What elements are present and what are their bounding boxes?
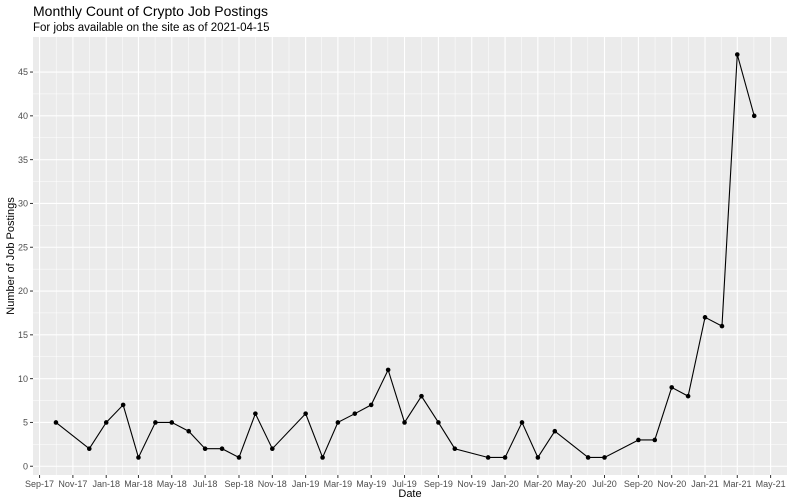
x-tick-label: May-18 — [157, 479, 187, 489]
data-point — [652, 437, 658, 443]
x-tick-label: Sep-18 — [224, 479, 253, 489]
x-tick-label: Jul-18 — [193, 479, 218, 489]
x-tick-label: Jul-19 — [392, 479, 417, 489]
y-axis-title: Number of Job Postings — [5, 197, 17, 315]
data-point — [452, 446, 458, 452]
y-tick-label: 45 — [18, 67, 28, 77]
major-gridlines — [33, 37, 787, 475]
data-point — [219, 446, 225, 452]
data-point — [502, 455, 508, 460]
data-point — [485, 455, 491, 460]
minor-gridlines — [33, 37, 787, 475]
data-point — [419, 393, 424, 399]
x-tick-label: Jul-20 — [592, 479, 617, 489]
data-points — [53, 52, 757, 460]
data-point — [702, 315, 708, 320]
data-point — [585, 455, 591, 460]
data-point — [552, 428, 558, 434]
data-point — [120, 402, 126, 408]
y-tick-label: 30 — [18, 199, 28, 209]
x-tick-label: Nov-18 — [258, 479, 287, 489]
y-axis: 0 5 10 15 20 25 30 35 40 45 — [18, 67, 33, 471]
data-point — [335, 420, 341, 425]
data-point — [734, 52, 740, 57]
x-tick-label: Jan-21 — [691, 479, 719, 489]
x-axis: Sep-17 Nov-17 Jan-18 Mar-18 May-18 Jul-18 Sep-… — [25, 475, 786, 489]
x-tick-label: May-21 — [756, 479, 786, 489]
plot-panel — [33, 37, 787, 475]
y-tick-label: 10 — [18, 374, 28, 384]
data-point — [202, 446, 208, 452]
y-tick-label: 40 — [18, 111, 28, 121]
data-point — [751, 113, 757, 119]
data-point — [186, 428, 192, 434]
data-point — [303, 411, 308, 416]
data-point — [436, 420, 441, 425]
data-point — [636, 437, 641, 443]
x-tick-label: Mar-21 — [723, 479, 752, 489]
data-point — [385, 367, 391, 373]
data-point — [136, 455, 141, 460]
x-tick-label: Nov-20 — [657, 479, 686, 489]
data-point — [236, 455, 242, 460]
data-point — [602, 455, 607, 460]
x-tick-label: Jan-20 — [491, 479, 519, 489]
data-point — [669, 385, 675, 390]
y-tick-label: 25 — [18, 242, 28, 252]
data-point — [86, 446, 92, 452]
y-tick-label: 15 — [18, 330, 28, 340]
data-point — [320, 455, 325, 460]
chart-subtitle: For jobs available on the site as of 202… — [33, 22, 270, 34]
x-tick-label: Mar-19 — [324, 479, 353, 489]
x-axis-title: Date — [398, 488, 421, 500]
x-tick-label: Jan-19 — [292, 479, 320, 489]
x-tick-label: Nov-19 — [457, 479, 486, 489]
data-point — [402, 420, 407, 425]
data-point — [253, 411, 258, 416]
x-tick-label: Sep-19 — [424, 479, 453, 489]
data-point — [53, 420, 59, 425]
chart-title: Monthly Count of Crypto Job Postings — [33, 3, 269, 19]
series-line — [55, 54, 755, 460]
data-point — [719, 323, 725, 329]
data-point — [103, 420, 109, 425]
data-point — [368, 402, 374, 408]
data-point — [153, 420, 158, 425]
y-tick-label: 35 — [18, 155, 28, 165]
data-point — [169, 420, 175, 425]
x-tick-label: Mar-20 — [524, 479, 553, 489]
x-tick-label: Sep-20 — [624, 479, 653, 489]
data-point — [270, 446, 275, 452]
y-tick-label: 20 — [18, 286, 28, 296]
data-point — [535, 455, 541, 460]
x-tick-label: May-20 — [556, 479, 586, 489]
y-tick-label: 5 — [23, 418, 28, 428]
x-tick-label: Nov-17 — [58, 479, 87, 489]
y-tick-label: 0 — [23, 461, 28, 471]
x-tick-label: Mar-18 — [124, 479, 153, 489]
data-point — [352, 411, 358, 416]
data-point — [519, 420, 525, 425]
x-tick-label: Jan-18 — [92, 479, 120, 489]
x-tick-label: Sep-17 — [25, 479, 54, 489]
x-tick-label: May-19 — [356, 479, 386, 489]
data-point — [685, 393, 691, 399]
